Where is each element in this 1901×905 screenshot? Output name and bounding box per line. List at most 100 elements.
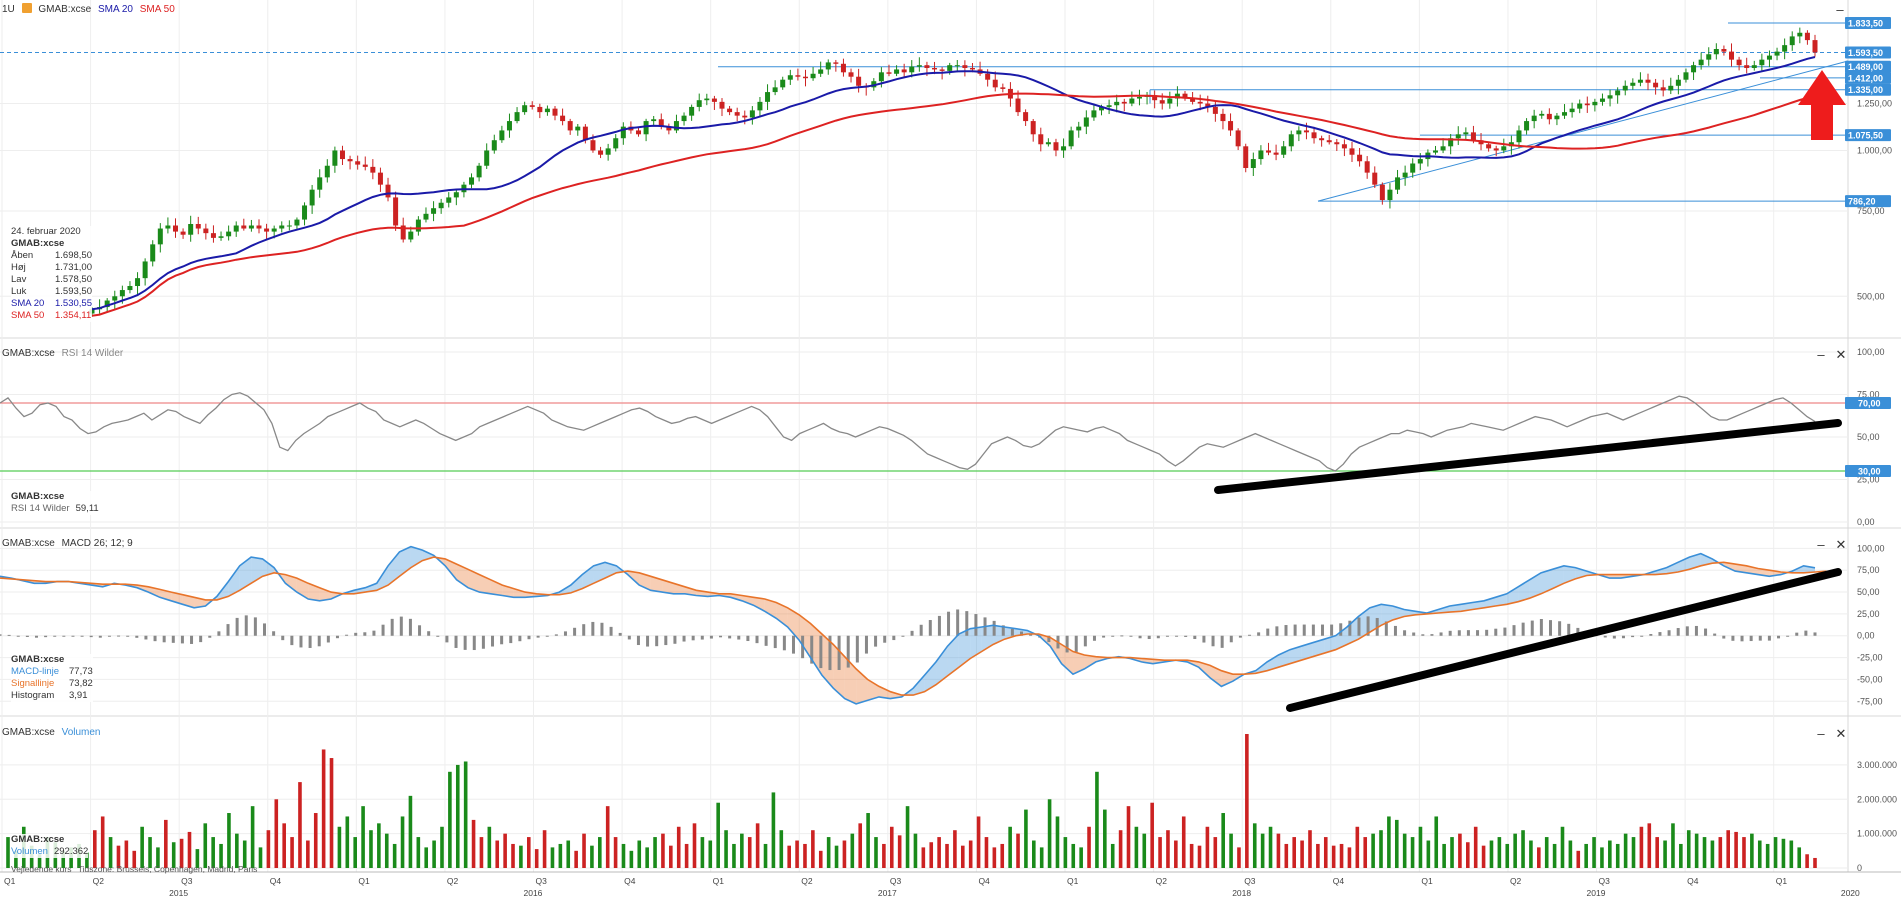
- rsi-minimize-button[interactable]: –: [1817, 347, 1825, 362]
- main-minimize-button[interactable]: –: [1836, 2, 1844, 17]
- volume-indicator-name[interactable]: Volumen: [61, 727, 101, 738]
- macd-close-button[interactable]: ✕: [1835, 537, 1847, 552]
- volume-bar: [574, 850, 578, 868]
- candle-body: [719, 101, 725, 109]
- macd-fill: [1324, 635, 1336, 654]
- volume-bar: [306, 840, 310, 868]
- volume-minimize-button[interactable]: –: [1817, 726, 1825, 741]
- candle-body: [1334, 142, 1340, 145]
- macd-fill: [1392, 606, 1405, 621]
- candle-body: [954, 65, 960, 67]
- candle-body: [104, 300, 110, 308]
- macd-histogram-bar: [901, 635, 905, 637]
- macd-histogram-bar: [691, 635, 695, 641]
- volume-bar: [1142, 833, 1147, 868]
- macd-fill: [810, 623, 822, 676]
- volume-bar: [195, 849, 200, 868]
- volume-bar: [1552, 843, 1557, 868]
- macd-histogram-bar: [709, 635, 713, 639]
- volume-bar: [1750, 833, 1754, 868]
- rsi-tick-label: 100,00: [1857, 347, 1885, 357]
- volume-bar: [329, 758, 334, 868]
- candle-body: [818, 69, 824, 74]
- macd-histogram-bar: [563, 631, 567, 636]
- macd-histogram-bar: [764, 635, 768, 646]
- candle-body: [1311, 132, 1317, 139]
- macd-histogram-bar: [500, 635, 504, 645]
- info-row-value: 1.578,50: [55, 274, 92, 285]
- footer-timezone: Tidszone: Brussels, Copenhagen, Madrid, …: [77, 864, 258, 874]
- macd-histogram-bar: [1530, 620, 1534, 636]
- sma20-label[interactable]: SMA 20: [97, 4, 133, 15]
- macd-histogram-bar: [1612, 635, 1616, 639]
- volume-header: GMAB:xcse Volumen: [2, 727, 105, 738]
- candle-body: [1486, 144, 1492, 149]
- volume-close-button[interactable]: ✕: [1835, 726, 1847, 741]
- candle-body: [620, 126, 626, 139]
- macd-histogram-bar: [1074, 635, 1078, 652]
- x-quarter-label: Q1: [358, 876, 370, 886]
- volume-bar: [85, 852, 89, 868]
- candle-body: [704, 98, 710, 101]
- candle-body: [1167, 98, 1173, 104]
- macd-indicator-name[interactable]: MACD 26; 12; 9: [61, 538, 133, 549]
- sma50-label[interactable]: SMA 50: [139, 4, 175, 15]
- volume-bar: [1544, 837, 1549, 868]
- candle-body: [423, 213, 429, 220]
- interval-label[interactable]: 1U: [2, 4, 15, 15]
- macd-histogram-bar: [1102, 635, 1106, 638]
- volume-bar: [92, 830, 97, 868]
- macd-histogram-bar: [1466, 630, 1470, 636]
- candle-body: [1068, 130, 1074, 147]
- volume-bar: [1347, 847, 1352, 868]
- volume-bar: [282, 823, 286, 868]
- rsi-header: GMAB:xcse RSI 14 Wilder: [2, 348, 127, 359]
- volume-bar: [787, 845, 791, 868]
- sma20-line: [91, 56, 1816, 311]
- candle-body: [271, 228, 277, 232]
- candle-body: [324, 165, 330, 178]
- candle-body: [1721, 48, 1727, 52]
- volume-bar: [211, 837, 215, 868]
- macd-fill: [251, 557, 263, 584]
- macd-fill: [753, 597, 765, 612]
- volume-bar: [313, 813, 318, 868]
- volume-bar: [889, 826, 894, 868]
- candle-body: [1584, 103, 1590, 106]
- volume-bar: [250, 806, 255, 868]
- candle-body: [446, 197, 452, 203]
- macd-fill: [228, 565, 240, 597]
- volume-bar: [1237, 847, 1241, 868]
- macd-histogram-bar: [655, 635, 659, 647]
- candle-body: [582, 126, 588, 141]
- volume-bar: [361, 806, 365, 868]
- candle-body: [1812, 40, 1818, 53]
- symbol-label[interactable]: GMAB:xcse: [38, 4, 92, 15]
- macd-fill: [650, 576, 663, 593]
- candle-body: [1114, 101, 1120, 106]
- rsi-close-button[interactable]: ✕: [1835, 347, 1847, 362]
- candle-body: [408, 231, 414, 240]
- volume-bar: [1071, 843, 1076, 868]
- macd-histogram-bar: [1275, 626, 1279, 636]
- candle-body: [264, 228, 270, 232]
- macd-fill: [1210, 665, 1222, 687]
- volume-bar: [266, 830, 271, 868]
- rsi-indicator-name[interactable]: RSI 14 Wilder: [61, 348, 124, 359]
- macd-histogram-bar: [436, 635, 440, 637]
- macd-histogram-bar: [1731, 635, 1735, 641]
- volume-bar: [1718, 837, 1723, 868]
- volume-bar: [487, 826, 492, 868]
- info-date: 24. februar 2020: [11, 226, 81, 237]
- volume-bar: [1095, 771, 1099, 868]
- macd-histogram-bar: [144, 635, 148, 640]
- macd-minimize-button[interactable]: –: [1817, 537, 1825, 552]
- candle-body: [1258, 150, 1264, 160]
- volume-bar: [937, 837, 941, 868]
- candle-body: [1516, 130, 1522, 143]
- symbol-icon: [21, 3, 32, 13]
- macd-histogram-bar: [1558, 621, 1562, 636]
- candle-body: [172, 225, 178, 232]
- volume-bar: [1497, 837, 1502, 868]
